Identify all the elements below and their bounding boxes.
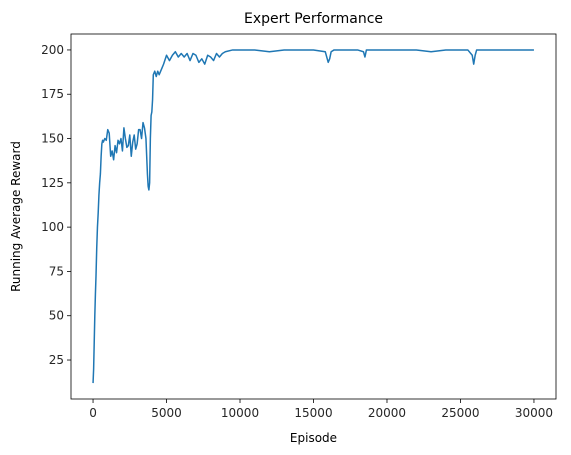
x-tick-label: 30000 [515, 406, 553, 420]
y-tick-label: 175 [41, 87, 64, 101]
x-tick-label: 15000 [294, 406, 332, 420]
y-tick-label: 50 [49, 309, 64, 323]
y-tick-label: 125 [41, 176, 64, 190]
x-tick-label: 25000 [441, 406, 479, 420]
y-axis: 25 50 75 100 125 150 175 200 [41, 43, 71, 367]
series-line [92, 49, 534, 384]
y-tick-label: 100 [41, 220, 64, 234]
y-axis-label: Running Average Reward [9, 141, 23, 292]
x-tick-label: 5000 [151, 406, 182, 420]
x-tick-label: 0 [89, 406, 97, 420]
y-tick-label: 75 [49, 264, 64, 278]
plot-area [92, 49, 534, 384]
y-tick-label: 150 [41, 132, 64, 146]
y-tick-label: 25 [49, 353, 64, 367]
x-axis: 0 5000 10000 15000 20000 25000 30000 [89, 399, 553, 420]
x-tick-label: 20000 [368, 406, 406, 420]
x-tick-label: 10000 [221, 406, 259, 420]
plot-frame [70, 33, 557, 400]
y-tick-label: 200 [41, 43, 64, 57]
chart-title: Expert Performance [244, 11, 383, 27]
x-axis-label: Episode [290, 431, 337, 445]
